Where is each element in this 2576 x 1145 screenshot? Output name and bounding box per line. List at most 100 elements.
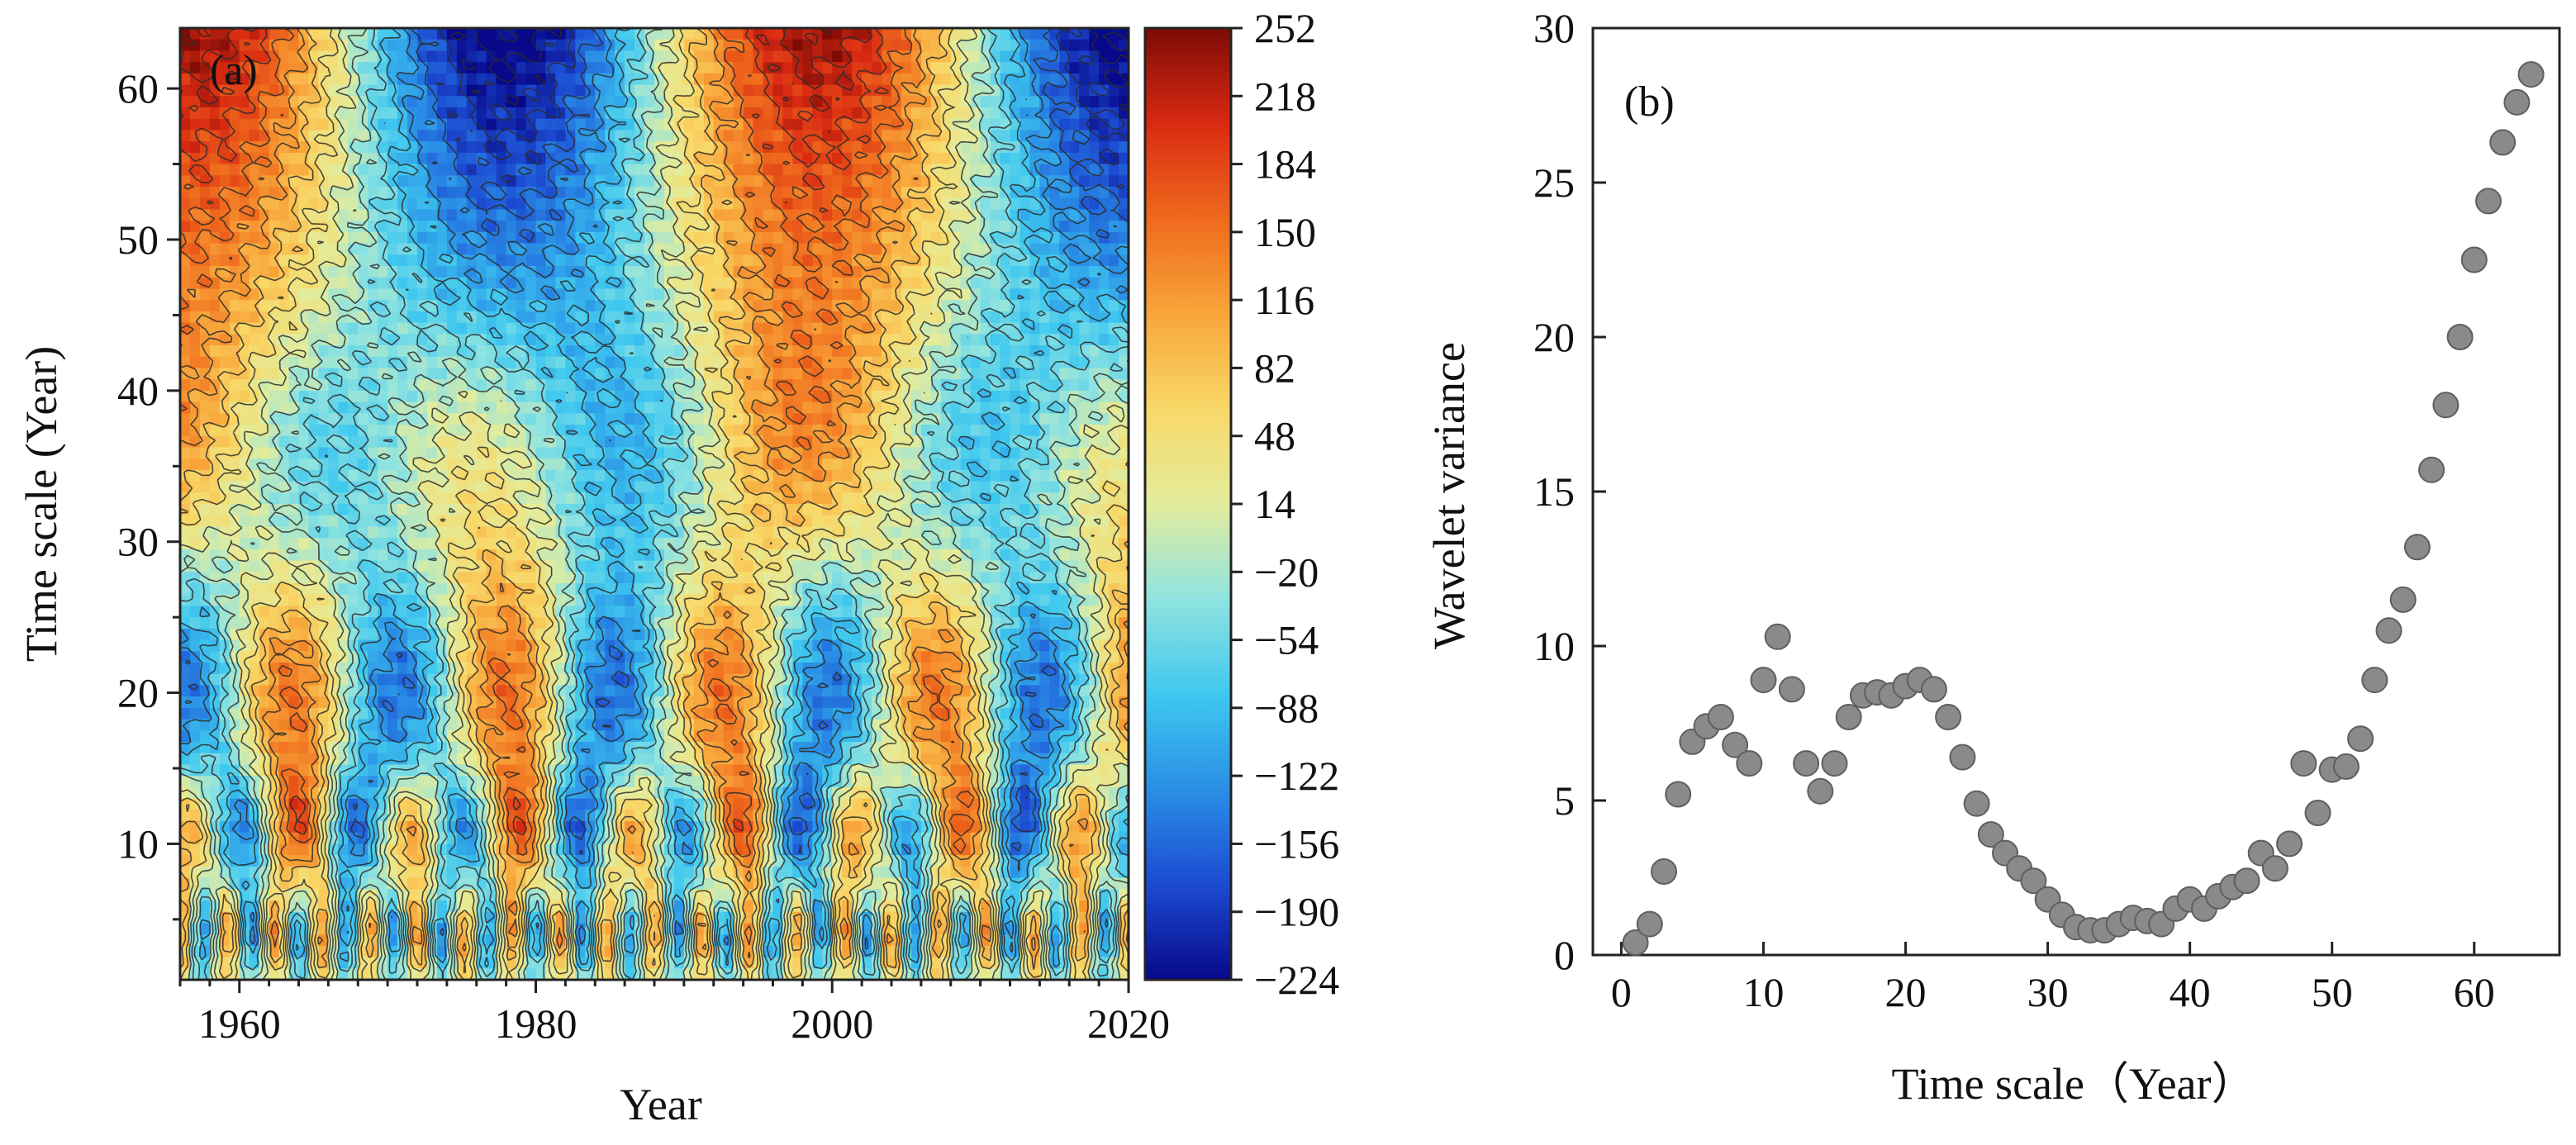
heatmap-cell	[625, 843, 635, 856]
heatmap-cell	[446, 345, 458, 358]
heatmap-cell	[288, 492, 300, 505]
heatmap-cell	[308, 639, 320, 653]
heatmap-cell	[516, 300, 527, 312]
heatmap-cell	[693, 254, 705, 267]
heatmap-cell	[516, 39, 527, 52]
wavelet-heatmap	[180, 28, 1129, 980]
heatmap-cell	[516, 447, 527, 459]
heatmap-cell	[308, 549, 320, 562]
heatmap-cell	[269, 685, 280, 697]
heatmap-cell	[278, 515, 290, 528]
heatmap-cell	[298, 243, 310, 256]
heatmap-cell	[407, 197, 418, 211]
heatmap-cell	[595, 266, 606, 278]
heatmap-cell	[298, 401, 310, 415]
heatmap-cell	[358, 458, 369, 471]
heatmap-cell	[338, 663, 349, 675]
heatmap-cell	[733, 753, 744, 766]
heatmap-cell	[209, 515, 221, 528]
heatmap-cell	[278, 73, 290, 86]
heatmap-cell	[693, 594, 705, 607]
heatmap-cell	[466, 164, 478, 177]
heatmap-cell	[763, 231, 774, 245]
heatmap-cell	[723, 254, 734, 267]
heatmap-cell	[673, 866, 685, 879]
heatmap-cell	[229, 311, 240, 324]
heatmap-cell	[426, 50, 438, 63]
heatmap-cell	[348, 118, 359, 131]
heatmap-cell	[535, 231, 547, 245]
heatmap-cell	[486, 84, 497, 97]
heatmap-cell	[654, 62, 665, 74]
heatmap-cell	[644, 96, 655, 108]
heatmap-cell	[259, 458, 270, 471]
heatmap-cell	[663, 425, 675, 437]
heatmap-cell	[575, 28, 587, 40]
heatmap-cell	[723, 549, 734, 562]
heatmap-cell	[663, 742, 675, 754]
heatmap-cell	[763, 345, 774, 358]
heatmap-cell	[555, 957, 567, 970]
heatmap-cell	[713, 62, 725, 74]
heatmap-cell	[466, 231, 478, 245]
heatmap-cell	[585, 583, 596, 596]
heatmap-cell	[446, 401, 458, 415]
heatmap-cell	[763, 277, 774, 290]
heatmap-cell	[378, 84, 388, 97]
heatmap-cell	[278, 254, 290, 267]
heatmap-cell	[269, 515, 280, 528]
heatmap-cell	[476, 96, 487, 108]
heatmap-cell	[288, 843, 300, 856]
heatmap-cell	[466, 141, 478, 154]
heatmap-cell	[486, 175, 497, 188]
heatmap-cell	[378, 277, 388, 290]
heatmap-cell	[625, 651, 635, 663]
heatmap-cell	[535, 572, 547, 584]
heatmap-cell	[338, 379, 349, 392]
heatmap-cell	[436, 843, 448, 856]
heatmap-cell	[209, 447, 221, 459]
heatmap-cell	[378, 504, 388, 516]
heatmap-cell	[407, 843, 418, 856]
heatmap-cell	[269, 345, 280, 358]
heatmap-cell	[516, 435, 527, 449]
heatmap-cell	[180, 50, 191, 63]
heatmap-cell	[269, 334, 280, 346]
heatmap-cell	[229, 152, 240, 165]
heatmap-cell	[733, 776, 744, 788]
heatmap-cell	[446, 187, 458, 199]
heatmap-cell	[387, 84, 398, 97]
heatmap-cell	[605, 221, 615, 233]
heatmap-cell	[703, 617, 715, 630]
heatmap-cell	[673, 379, 685, 392]
heatmap-cell	[516, 84, 527, 97]
heatmap-cell	[753, 696, 764, 709]
heatmap-cell	[516, 639, 527, 653]
heatmap-cell	[407, 73, 418, 86]
heatmap-cell	[378, 798, 388, 811]
heatmap-cell	[239, 130, 250, 142]
heatmap-cell	[625, 187, 635, 199]
heatmap-cell	[180, 968, 191, 980]
heatmap-cell	[634, 231, 645, 245]
heatmap-cell	[219, 628, 231, 641]
heatmap-cell	[733, 221, 744, 233]
heatmap-cell	[368, 435, 378, 449]
heatmap-cell	[180, 379, 191, 392]
heatmap-cell	[753, 719, 764, 732]
heatmap-cell	[229, 164, 240, 177]
heatmap-cell	[713, 152, 725, 165]
heatmap-cell	[595, 345, 606, 358]
heatmap-cell	[595, 118, 606, 131]
heatmap-cell	[683, 356, 695, 369]
heatmap-cell	[318, 390, 330, 403]
heatmap-cell	[733, 538, 744, 550]
heatmap-cell	[269, 447, 280, 459]
heatmap-cell	[269, 492, 280, 505]
heatmap-cell	[634, 288, 645, 301]
heatmap-cell	[634, 707, 645, 720]
heatmap-cell	[229, 458, 240, 471]
heatmap-cell	[496, 164, 507, 177]
heatmap-cell	[239, 560, 250, 573]
heatmap-cell	[239, 458, 250, 471]
